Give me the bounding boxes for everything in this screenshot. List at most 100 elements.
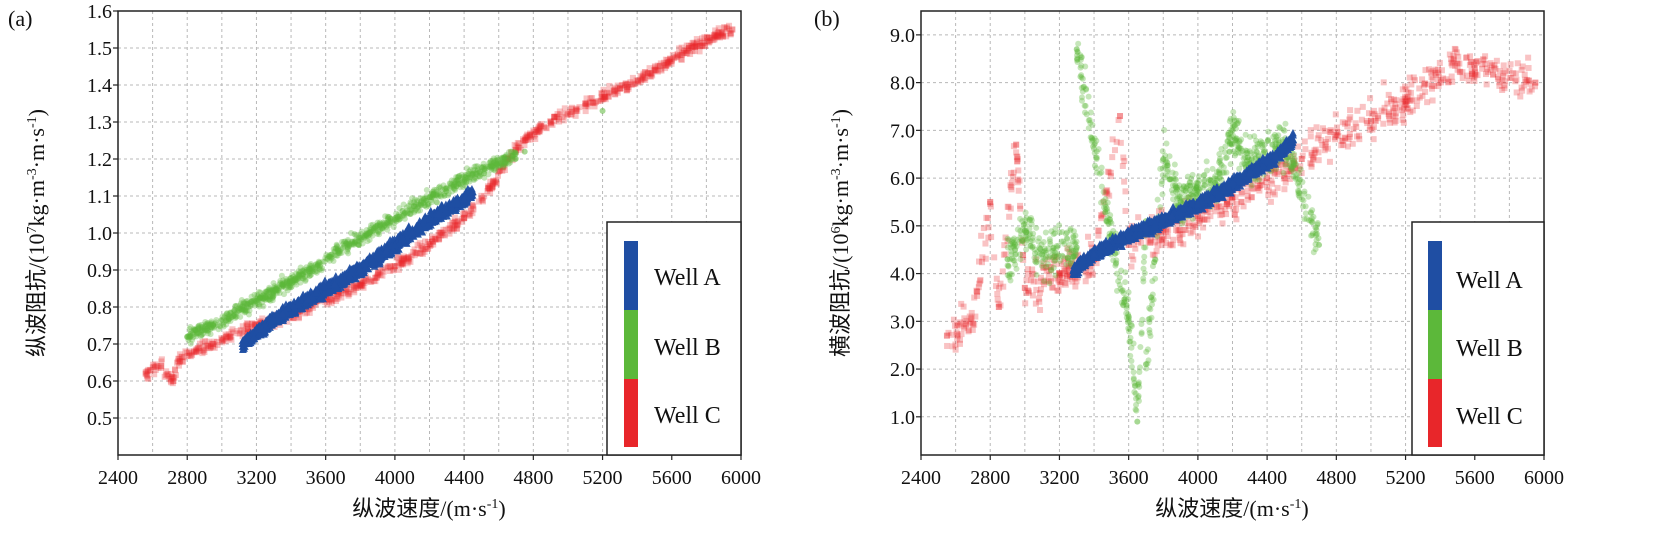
data-point-well-c (158, 363, 165, 370)
data-point-well-c (372, 278, 379, 285)
data-point-well-c (461, 209, 468, 216)
data-point-well-c (1149, 251, 1156, 258)
data-point-well-b (1021, 227, 1028, 234)
data-point-well-b (1127, 338, 1134, 345)
data-point-well-c (1196, 215, 1203, 222)
data-point-well-c (303, 309, 310, 316)
data-point-well-c (440, 226, 447, 233)
data-point-well-b (203, 326, 210, 333)
data-point-well-c (1172, 227, 1179, 234)
data-point-well-c (560, 117, 567, 124)
data-point-well-c (251, 322, 258, 329)
data-point-well-b (1184, 173, 1191, 180)
x-tick-label: 4400 (444, 467, 484, 489)
data-point-well-b (1064, 255, 1071, 262)
data-point-well-c (176, 359, 183, 366)
data-point-well-c (712, 27, 719, 34)
data-point-well-b (1237, 145, 1244, 152)
data-point-well-b (1008, 271, 1015, 278)
data-point-well-c (956, 336, 963, 343)
data-point-well-b (327, 253, 334, 260)
data-point-well-b (350, 241, 357, 248)
data-point-well-c (1159, 242, 1166, 249)
data-point-well-c (1191, 221, 1198, 228)
data-point-well-b (1231, 122, 1238, 129)
data-point-well-c (582, 101, 589, 108)
data-point-well-c (1056, 270, 1063, 277)
data-point-well-b (1078, 54, 1085, 61)
data-point-well-c (598, 90, 605, 97)
data-point-well-b (505, 160, 512, 167)
data-point-well-b (232, 315, 239, 322)
data-point-well-b (308, 266, 315, 273)
data-point-well-b (355, 241, 362, 248)
data-point-well-c (1177, 240, 1184, 247)
data-point-well-c (1469, 71, 1476, 78)
data-point-well-c (1085, 233, 1092, 240)
data-point-well-c (1367, 123, 1374, 130)
data-point-well-b (1028, 217, 1035, 224)
data-point-well-c (453, 225, 460, 232)
data-point-well-b (401, 212, 408, 219)
data-point-well-c (1125, 241, 1132, 248)
data-point-well-b (430, 190, 437, 197)
data-point-well-c (638, 76, 645, 83)
data-point-well-c (1422, 80, 1429, 87)
data-point-well-c (958, 300, 965, 307)
data-point-well-b (371, 225, 378, 232)
data-point-well-c (1095, 232, 1102, 239)
data-point-well-b (370, 226, 377, 233)
data-point-well-b (433, 199, 440, 206)
data-point-well-c (1063, 264, 1070, 271)
data-point-well-b (367, 225, 374, 232)
data-point-well-b (480, 163, 487, 170)
data-point-well-c (1207, 206, 1214, 213)
data-point-well-c (323, 301, 330, 308)
data-point-well-b (455, 181, 462, 188)
data-point-well-c (1465, 77, 1472, 84)
data-point-well-b (304, 271, 311, 278)
data-point-well-c (1195, 219, 1202, 226)
data-point-well-c (1290, 152, 1297, 159)
data-point-well-c (625, 85, 632, 92)
data-point-well-c (520, 136, 527, 143)
data-point-well-c (237, 326, 244, 333)
data-point-well-c (664, 61, 671, 68)
data-point-well-c (374, 269, 381, 276)
data-point-well-b (1135, 398, 1142, 405)
data-point-well-c (500, 163, 507, 170)
data-point-well-b (1235, 144, 1242, 151)
data-point-well-c (1355, 132, 1362, 139)
yticks-a: 0.50.60.70.80.91.01.11.21.31.41.51.6 (87, 1, 118, 430)
data-point-well-c (490, 177, 497, 184)
data-point-well-c (310, 304, 317, 311)
data-point-well-c (1032, 300, 1039, 307)
data-point-well-a (324, 288, 332, 297)
data-point-well-c (663, 62, 670, 69)
data-point-well-c (1406, 97, 1413, 104)
data-point-well-c (284, 318, 291, 325)
data-point-well-b (305, 265, 312, 272)
data-point-well-b (443, 185, 450, 192)
data-point-well-b (361, 234, 368, 241)
data-point-well-c (965, 327, 972, 334)
data-point-well-b (501, 154, 508, 161)
data-point-well-b (397, 215, 404, 222)
data-point-well-b (453, 173, 460, 180)
data-point-well-b (490, 157, 497, 164)
data-point-well-c (1064, 271, 1071, 278)
data-point-well-c (345, 292, 352, 299)
data-point-well-c (479, 197, 486, 204)
data-point-well-c (1353, 133, 1360, 140)
data-point-well-c (1429, 97, 1436, 104)
data-point-well-c (512, 147, 519, 154)
data-point-well-b (345, 245, 352, 252)
data-point-well-c (1375, 115, 1382, 122)
data-point-well-a (331, 272, 340, 280)
data-point-well-c (1224, 198, 1231, 205)
data-point-well-c (1506, 67, 1513, 74)
data-point-well-c (1500, 73, 1507, 80)
data-point-well-b (1127, 352, 1134, 359)
data-point-well-b (355, 234, 362, 241)
data-point-well-b (498, 155, 505, 162)
